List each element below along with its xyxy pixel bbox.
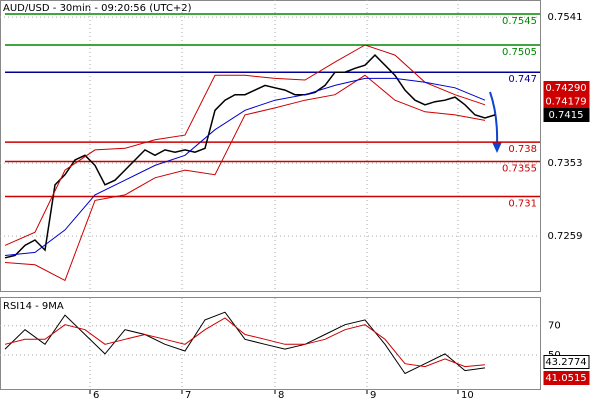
level-label: 0.7505: [502, 47, 537, 58]
price-box-label: 0.7415: [549, 110, 584, 121]
series-line: [4, 54, 496, 259]
series-line: [4, 44, 486, 246]
level-label: 0.731: [508, 198, 537, 209]
y-tick-label: 0.7259: [548, 231, 583, 242]
series-line: [4, 311, 486, 375]
series-line: [4, 74, 486, 282]
series-line: [4, 77, 486, 256]
main-frame: [0, 0, 541, 292]
rsi-title: RSI14 - 9MA: [3, 301, 64, 312]
y-tick-label: 0.7353: [548, 158, 583, 169]
x-tick-label: 6: [93, 390, 99, 400]
arrow-head: [492, 142, 502, 153]
price-box: [543, 355, 590, 369]
level-label: 0.747: [508, 74, 537, 85]
price-box-label: 0.74290: [545, 83, 586, 94]
price-box: [543, 371, 590, 385]
rsi-frame: [0, 297, 541, 390]
price-box-label: 43.2774: [545, 357, 586, 368]
y-tick-label: 0.7541: [548, 12, 583, 23]
y-tick-label: 70: [548, 321, 561, 332]
price-box-label: 41.0515: [545, 373, 586, 384]
series-line: [4, 317, 486, 368]
x-tick-label: 10: [461, 390, 474, 400]
level-label: 0.738: [508, 144, 537, 155]
chart-title: AUD/USD - 30min - 09:20:56 (UTC+2): [3, 3, 192, 14]
price-box-label: 0.74179: [545, 97, 586, 108]
price-box: [543, 108, 590, 122]
x-tick-label: 8: [278, 390, 284, 400]
level-label: 0.7355: [502, 164, 537, 175]
x-tick-label: 9: [370, 390, 376, 400]
x-tick-label: 7: [185, 390, 191, 400]
level-label: 0.7545: [502, 16, 537, 27]
arrow: [489, 91, 499, 146]
